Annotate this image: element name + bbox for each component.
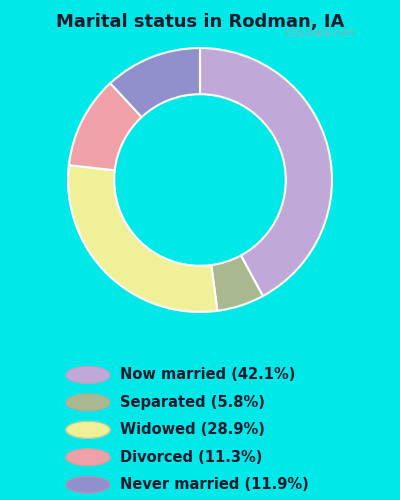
- Wedge shape: [211, 256, 263, 311]
- Text: City-Data.com: City-Data.com: [286, 28, 355, 38]
- Circle shape: [66, 366, 110, 384]
- Wedge shape: [69, 83, 142, 170]
- Wedge shape: [110, 48, 200, 117]
- Text: Marital status in Rodman, IA: Marital status in Rodman, IA: [56, 12, 344, 30]
- Circle shape: [66, 476, 110, 493]
- Text: Now married (42.1%): Now married (42.1%): [120, 368, 295, 382]
- Text: Divorced (11.3%): Divorced (11.3%): [120, 450, 262, 465]
- Circle shape: [66, 449, 110, 466]
- Text: Widowed (28.9%): Widowed (28.9%): [120, 422, 265, 438]
- Text: Separated (5.8%): Separated (5.8%): [120, 395, 265, 410]
- Circle shape: [66, 394, 110, 411]
- Circle shape: [66, 422, 110, 438]
- Wedge shape: [68, 165, 217, 312]
- Text: Never married (11.9%): Never married (11.9%): [120, 477, 309, 492]
- Wedge shape: [200, 48, 332, 296]
